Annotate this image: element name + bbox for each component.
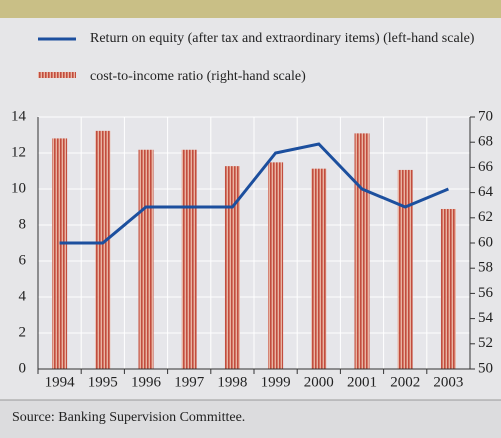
bar [224, 166, 240, 369]
y-tick-label: 12 [11, 144, 26, 160]
y-tick-label: 8 [19, 216, 27, 232]
line-series [59, 142, 449, 245]
source-note: Source: Banking Supervision Committee. [12, 410, 246, 425]
x-tick-label: 1997 [174, 374, 205, 390]
y-tick-label: 2 [19, 324, 27, 340]
y2-tick-label: 68 [478, 134, 493, 150]
x-tick-label: 1996 [131, 374, 162, 390]
bar [181, 149, 197, 369]
top-band [0, 0, 501, 18]
y-tick-label: 0 [19, 360, 27, 376]
legend-bar-label: cost-to-income ratio (right-hand scale) [90, 69, 306, 84]
x-tick-label: 2003 [433, 374, 463, 390]
footer-band [0, 400, 501, 438]
y-tick-label: 10 [11, 180, 26, 196]
y2-tick-label: 52 [478, 335, 493, 351]
x-tick-label: 2000 [304, 374, 334, 390]
y-tick-label: 4 [19, 288, 27, 304]
x-tick-label: 2001 [347, 374, 377, 390]
y-tick-label: 6 [19, 252, 27, 268]
x-tick-label: 1994 [45, 374, 76, 390]
y2-tick-label: 54 [478, 310, 494, 326]
bar [440, 208, 456, 369]
x-tick-label: 1999 [261, 374, 291, 390]
y2-tick-label: 70 [478, 108, 493, 124]
bar [397, 169, 413, 369]
x-tick-label: 1995 [88, 374, 118, 390]
bar [311, 168, 327, 369]
legend-line-label: Return on equity (after tax and extraord… [90, 31, 475, 46]
bar [138, 149, 154, 369]
y2-tick-label: 66 [478, 159, 494, 175]
x-tick-label: 1998 [217, 374, 247, 390]
bar [268, 162, 284, 369]
y2-tick-label: 64 [478, 184, 494, 200]
y2-tick-label: 62 [478, 209, 493, 225]
y2-tick-label: 60 [478, 234, 493, 250]
x-tick-label: 2002 [390, 374, 420, 390]
y2-tick-label: 58 [478, 260, 493, 276]
y-tick-label: 14 [11, 108, 27, 124]
bar [52, 138, 68, 369]
bar [95, 130, 111, 369]
y2-tick-label: 50 [478, 360, 493, 376]
y2-tick-label: 56 [478, 285, 494, 301]
bar [354, 133, 370, 369]
legend-bar-swatch [38, 72, 76, 78]
